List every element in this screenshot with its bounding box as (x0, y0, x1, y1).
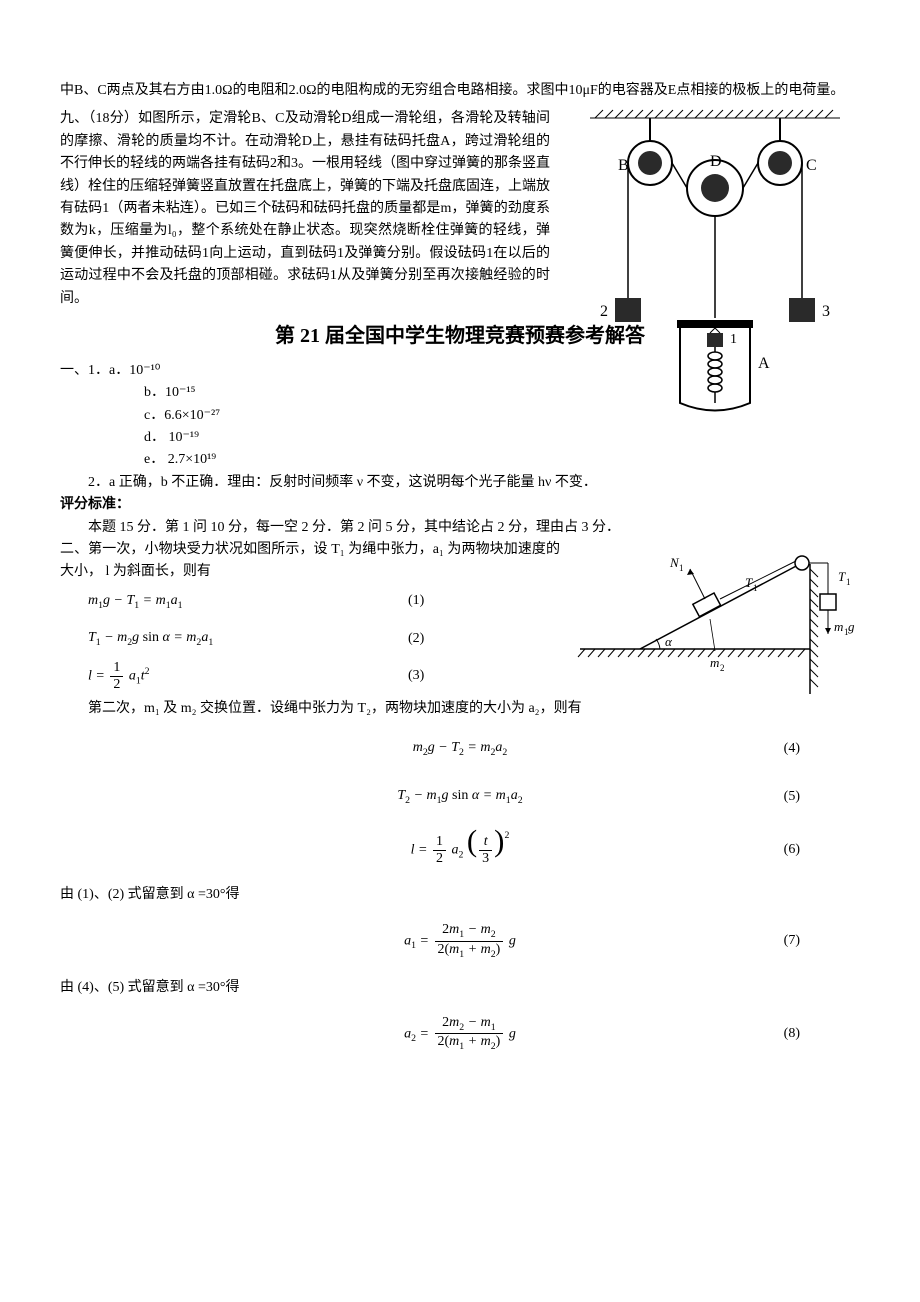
equation-4: m2g − T2 = m2a2 (4) (60, 730, 860, 768)
equation-8: a2 = 2m2 − m12(m1 + m2) g (8) (60, 1009, 860, 1059)
label-1: 1 (730, 332, 737, 347)
label-a: A (758, 355, 770, 372)
svg-text:α: α (665, 634, 673, 649)
svg-text:T: T (745, 575, 753, 590)
q2-mid: 第二次，m₁ 及 m₂ 交换位置．设绳中张力为 T₂，两物块加速度的大小为 a₂… (60, 698, 860, 720)
q2-lead: 二、第一次，小物块受力状况如图所示，设 T₁ 为绳中张力，a₁ 为两物块加速度的… (60, 539, 560, 584)
label-b: B (618, 157, 629, 174)
svg-text:1: 1 (679, 563, 684, 573)
label-d: D (710, 153, 722, 170)
weight-2-icon (615, 298, 641, 322)
svg-text:m: m (834, 619, 843, 634)
block-m2-icon (693, 593, 721, 617)
incline-figure: N1 T1 α m2 T1 m1g (570, 539, 860, 699)
equation-6: l = 12 a2 (t3)2 (6) (60, 826, 860, 874)
problem-9-text: 九、（18分）如图所示，定滑轮B、C及动滑轮D组成一滑轮组，各滑轮及转轴间的摩擦… (60, 108, 550, 310)
label-3: 3 (822, 303, 830, 320)
svg-text:1: 1 (753, 583, 758, 593)
q1-part2: 2．a 正确，b 不正确．理由：反射时间频率 ν 不变，这说明每个光子能量 hν… (60, 472, 860, 494)
q1-item-e: e． 2.7×10¹⁹ (144, 449, 860, 471)
pulley-c-icon (758, 118, 802, 185)
svg-text:T: T (838, 569, 846, 584)
svg-text:2: 2 (720, 663, 725, 673)
equation-5: T2 − m1g sin α = m1a2 (5) (60, 778, 860, 816)
top-pulley-icon (795, 556, 809, 570)
q2-block: 二、第一次，小物块受力状况如图所示，设 T₁ 为绳中张力，a₁ 为两物块加速度的… (60, 539, 860, 584)
q2-line7: 由 (1)、(2) 式留意到 α =30°得 (60, 884, 860, 906)
q2-line8: 由 (4)、(5) 式留意到 α =30°得 (60, 977, 860, 999)
svg-text:1: 1 (846, 577, 851, 587)
problem-9-block: 九、（18分）如图所示，定滑轮B、C及动滑轮D组成一滑轮组，各滑轮及转轴间的摩擦… (60, 108, 860, 310)
equation-7: a1 = 2m1 − m22(m1 + m2) g (7) (60, 917, 860, 967)
label-2: 2 (600, 303, 608, 320)
pulley-figure: B C D (570, 108, 860, 418)
grading-label: 评分标准： (60, 494, 860, 516)
pulley-b-icon (628, 118, 672, 185)
label-c: C (806, 157, 817, 174)
svg-text:m: m (710, 655, 719, 670)
q1-item-d: d． 10⁻¹⁹ (144, 427, 860, 449)
block-m1-icon (820, 594, 836, 610)
weight-3-icon (789, 298, 815, 322)
header-continuation: 中B、C两点及其右方由1.0Ω的电阻和2.0Ω的电阻构成的无穷组合电路相接。求图… (60, 80, 860, 102)
grading-text: 本题 15 分．第 1 问 10 分，每一空 2 分．第 2 问 5 分，其中结… (60, 517, 860, 539)
svg-text:g: g (848, 619, 855, 634)
